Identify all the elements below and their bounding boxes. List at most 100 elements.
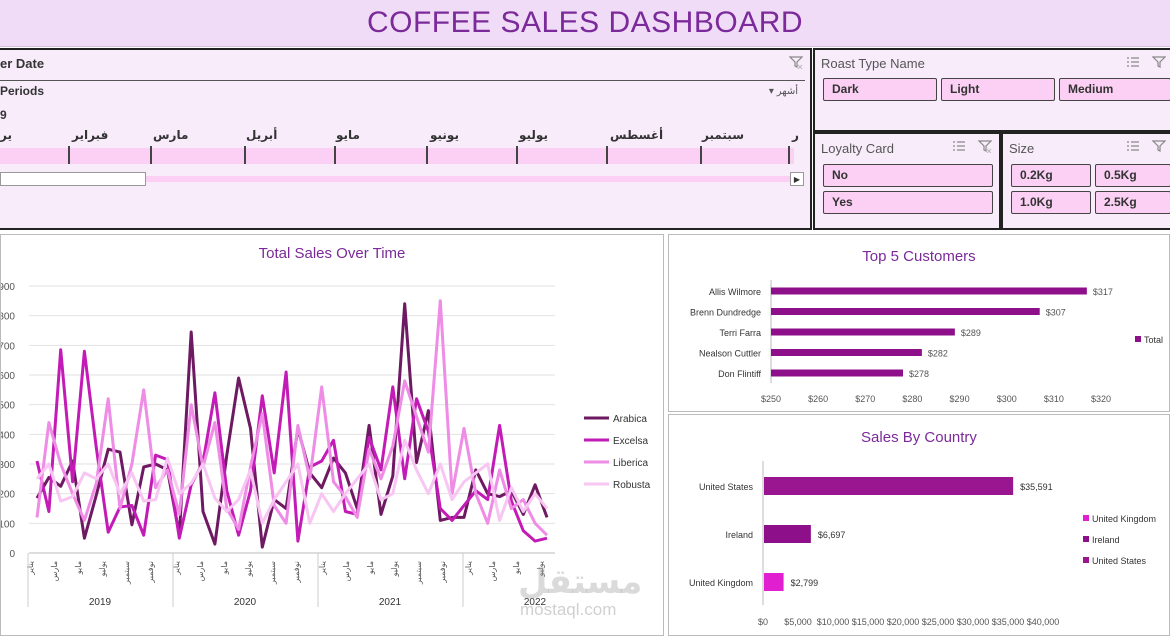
x-tick-label: $25,000: [922, 617, 955, 627]
year-label: 2021: [379, 597, 402, 608]
category-label: Ireland: [725, 530, 753, 540]
clear-filter-icon[interactable]: [1151, 54, 1167, 70]
timeline-year-label: 9: [0, 108, 7, 122]
category-label: Brenn Dundredge: [690, 308, 761, 318]
x-tick-label: يوليو: [390, 561, 399, 577]
multi-select-icon[interactable]: [951, 138, 967, 154]
y-tick-label: 200: [1, 490, 15, 501]
x-tick-label: $290: [950, 394, 970, 404]
sales-over-time-chart: Total Sales Over Time 900 800 700 600 500 400…: [0, 234, 664, 636]
category-label: Allis Wilmore: [709, 287, 761, 297]
slicer-item-dark[interactable]: Dark: [823, 78, 937, 101]
y-tick-label: 0: [9, 549, 15, 560]
legend-label: Arabica: [613, 414, 647, 425]
multi-select-icon[interactable]: [1125, 54, 1141, 70]
year-label: 2020: [234, 597, 257, 608]
sales-by-country-chart: Sales By Country United States $35,591 Ire…: [668, 414, 1170, 636]
slicer-item-medium[interactable]: Medium: [1059, 78, 1170, 101]
bar: [764, 477, 1014, 495]
bar: [771, 369, 903, 377]
x-tick-label: يناير: [318, 561, 327, 576]
x-tick-label: مارس: [196, 561, 205, 581]
clear-filter-icon[interactable]: [977, 138, 993, 154]
bar: [771, 349, 922, 356]
legend-label: Excelsa: [613, 436, 648, 447]
y-tick-label: 700: [1, 341, 15, 352]
x-tick-label: مارس: [488, 561, 497, 581]
x-tick-label: $310: [1044, 394, 1064, 404]
chart-title: Top 5 Customers: [862, 248, 976, 265]
year-label: 2019: [89, 597, 112, 608]
roast-slicer-header: Roast Type Name: [821, 56, 925, 71]
timeline-scrollbar[interactable]: ▶: [0, 172, 806, 186]
x-tick-label: يناير: [172, 561, 181, 576]
x-tick-label: يوليو: [536, 561, 545, 577]
timeline-selection-band[interactable]: [0, 148, 794, 164]
year-label: 2022: [524, 597, 547, 608]
multi-select-icon[interactable]: [1125, 138, 1141, 154]
x-tick-label: $35,000: [992, 617, 1025, 627]
loyalty-card-slicer: Loyalty Card No Yes: [813, 132, 1001, 230]
timeline-month-label: يوليو: [519, 128, 548, 142]
timeline-tick: [788, 146, 790, 164]
date-timeline[interactable]: er Date Periods ▾ أشهر 9 ير فبراير مارس أبر…: [0, 48, 812, 230]
x-tick-label: سبتمبر: [268, 561, 277, 585]
x-tick-label: $320: [1091, 394, 1111, 404]
category-label: Terri Farra: [719, 328, 761, 338]
x-tick-label: $5,000: [784, 617, 812, 627]
timeline-tick: [68, 146, 70, 164]
x-tick-label: مايو: [220, 561, 229, 575]
x-tick-label: $0: [758, 617, 768, 627]
bar: [771, 328, 955, 336]
size-slicer-header: Size: [1009, 141, 1035, 156]
scrollbar-thumb[interactable]: [0, 172, 146, 186]
scroll-right-icon[interactable]: ▶: [790, 172, 804, 186]
timeline-icons: [788, 54, 804, 70]
timeline-tick: [516, 146, 518, 164]
y-tick-label: 400: [1, 430, 15, 441]
x-tick-label: نوفمبر: [438, 561, 447, 584]
x-tick-label: $30,000: [957, 617, 990, 627]
dropdown-icon: ▾: [768, 86, 777, 97]
legend-swatch: [1083, 536, 1089, 542]
legend-label: Total: [1144, 335, 1163, 345]
series-line-liberica: [35, 299, 549, 537]
bar: [764, 573, 784, 591]
timeline-month-label: يونيو: [430, 128, 459, 142]
legend-label: United States: [1092, 556, 1147, 566]
slicer-item-yes[interactable]: Yes: [823, 191, 993, 214]
x-tick-label: مارس: [50, 561, 59, 581]
clear-filter-icon[interactable]: [1151, 138, 1167, 154]
slicer-item-2-5kg[interactable]: 2.5Kg: [1095, 191, 1170, 214]
timeline-month-label: سبتمبر: [702, 128, 745, 142]
slicer-item-0-5kg[interactable]: 0.5Kg: [1095, 164, 1170, 187]
timeline-month-label: مارس: [153, 128, 189, 142]
timeline-tick: [244, 146, 246, 164]
loyalty-slicer-header: Loyalty Card: [821, 141, 894, 156]
data-label: $35,591: [1020, 482, 1053, 492]
slicer-item-light[interactable]: Light: [941, 78, 1055, 101]
x-tick-label: يوليو: [98, 561, 107, 577]
clear-filter-icon[interactable]: [788, 54, 804, 70]
series-line-arabica: [35, 302, 549, 549]
slicer-item-no[interactable]: No: [823, 164, 993, 187]
timeline-tick: [700, 146, 702, 164]
legend-label: Robusta: [613, 480, 651, 491]
timeline-month-label: فبراير: [72, 128, 109, 142]
timeline-divider: [0, 80, 805, 81]
x-tick-label: $280: [902, 394, 922, 404]
title-bar: COFFEE SALES DASHBOARD: [0, 0, 1170, 47]
slicer-item-1-0kg[interactable]: 1.0Kg: [1011, 191, 1091, 214]
legend-label: Liberica: [613, 458, 648, 469]
roast-type-slicer: Roast Type Name Dark Light Medium: [813, 48, 1170, 132]
scrollbar-track[interactable]: [0, 176, 790, 182]
timeline-level-selector[interactable]: ▾ أشهر: [769, 86, 798, 97]
series-line-robusta: [35, 438, 549, 525]
x-tick-label: $300: [997, 394, 1017, 404]
timeline-periods-label: Periods: [0, 84, 45, 98]
x-tick-label: $250: [761, 394, 781, 404]
watermark-logo: مستقل: [518, 563, 643, 601]
data-label: $278: [909, 369, 929, 379]
slicer-item-0-2kg[interactable]: 0.2Kg: [1011, 164, 1091, 187]
